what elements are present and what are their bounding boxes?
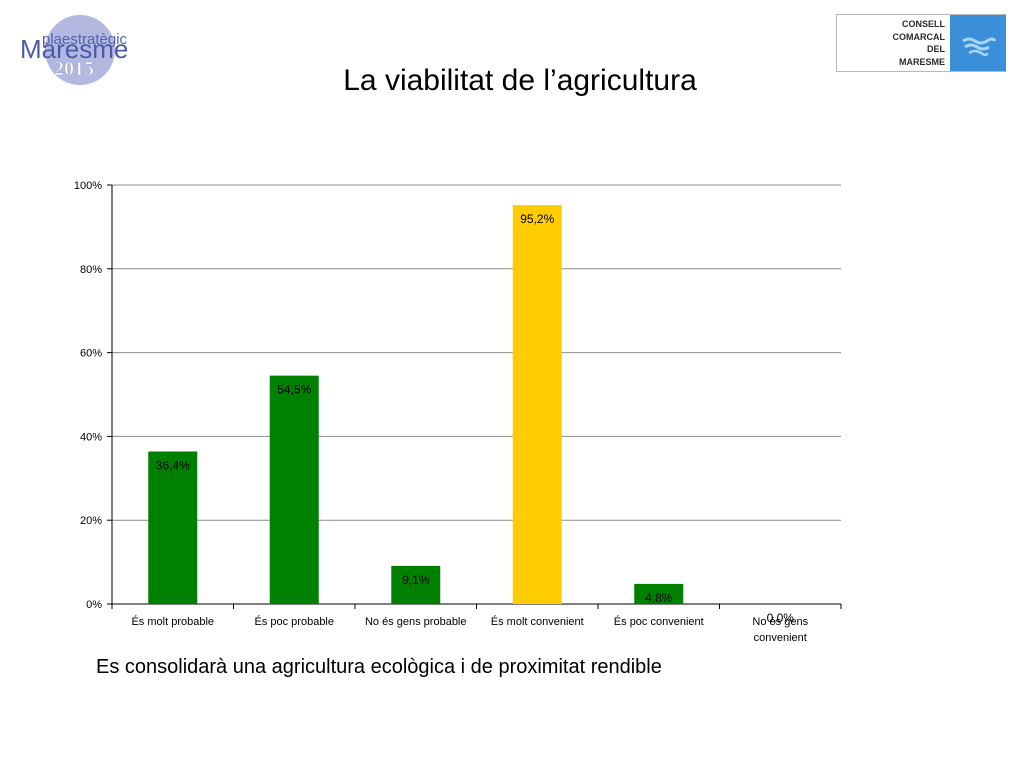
page-title: La viabilitat de l’agricultura <box>343 64 697 97</box>
data-label: 95,2% <box>520 212 554 226</box>
bar <box>512 205 562 604</box>
plaestrategic-maresme-logo: plaestratègic Maresme 2015 <box>20 15 128 85</box>
bar <box>269 375 319 604</box>
bar <box>391 565 441 604</box>
logo-text-maresme: Maresme <box>20 34 128 64</box>
category-label-line: És poc probable <box>255 615 335 628</box>
logo-text-plaestrategic: plaestratègic <box>42 31 128 48</box>
logo-right-line: DEL <box>927 44 945 54</box>
y-tick-label: 20% <box>80 515 102 527</box>
y-tick-label: 40% <box>80 431 102 443</box>
logo-circle <box>45 15 115 85</box>
chart-caption: Es consolidarà una agricultura ecològica… <box>96 656 662 678</box>
data-label: 4,8% <box>645 591 673 605</box>
category-label: No és gens probable <box>365 616 467 628</box>
wave-icon <box>962 37 997 57</box>
category-label: No és gens convenient <box>752 616 808 644</box>
data-label: 9,1% <box>402 573 430 587</box>
logo-text-year: 2015 <box>54 58 94 80</box>
category-label-line: És molt probable <box>131 615 214 628</box>
data-label: 54,5% <box>277 383 311 397</box>
labels: 36,4% És molt probable 54,5% És poc probabl… <box>131 212 808 644</box>
bar <box>148 451 198 604</box>
y-tick-label: 80% <box>80 264 102 276</box>
category-label: És molt convenient <box>491 615 584 628</box>
y-tick-label: 100% <box>74 180 102 192</box>
category-label-line: No és gens probable <box>365 616 467 628</box>
y-tick-label: 60% <box>80 348 102 360</box>
bar <box>634 583 684 604</box>
category-label-line: No és gens <box>752 616 808 628</box>
category-label: És molt probable <box>131 615 214 628</box>
category-label: És poc convenient <box>614 615 704 628</box>
logo-right-line: COMARCAL <box>892 31 946 42</box>
category-label: És poc probable <box>255 615 335 628</box>
category-label-line: convenient <box>754 632 807 644</box>
category-label-line: És molt convenient <box>491 615 584 628</box>
bars <box>148 205 684 604</box>
logo-right-line: MARESME <box>898 56 945 67</box>
axes: 0% 20% 40% 60% 80% 100% <box>74 180 842 611</box>
data-label: 0,0% <box>767 611 795 625</box>
data-label: 36,4% <box>156 458 190 472</box>
consell-comarcal-logo: CONSELL COMARCAL DEL MARESME <box>836 14 1006 72</box>
logo-right-emblem <box>950 15 1006 71</box>
grid-lines <box>112 184 841 521</box>
logo-right-text: CONSELL COMARCAL DEL MARESME <box>837 18 946 68</box>
y-tick-label: 0% <box>86 599 102 611</box>
category-label-line: És poc convenient <box>614 615 704 628</box>
logo-right-line: CONSELL <box>901 19 945 29</box>
